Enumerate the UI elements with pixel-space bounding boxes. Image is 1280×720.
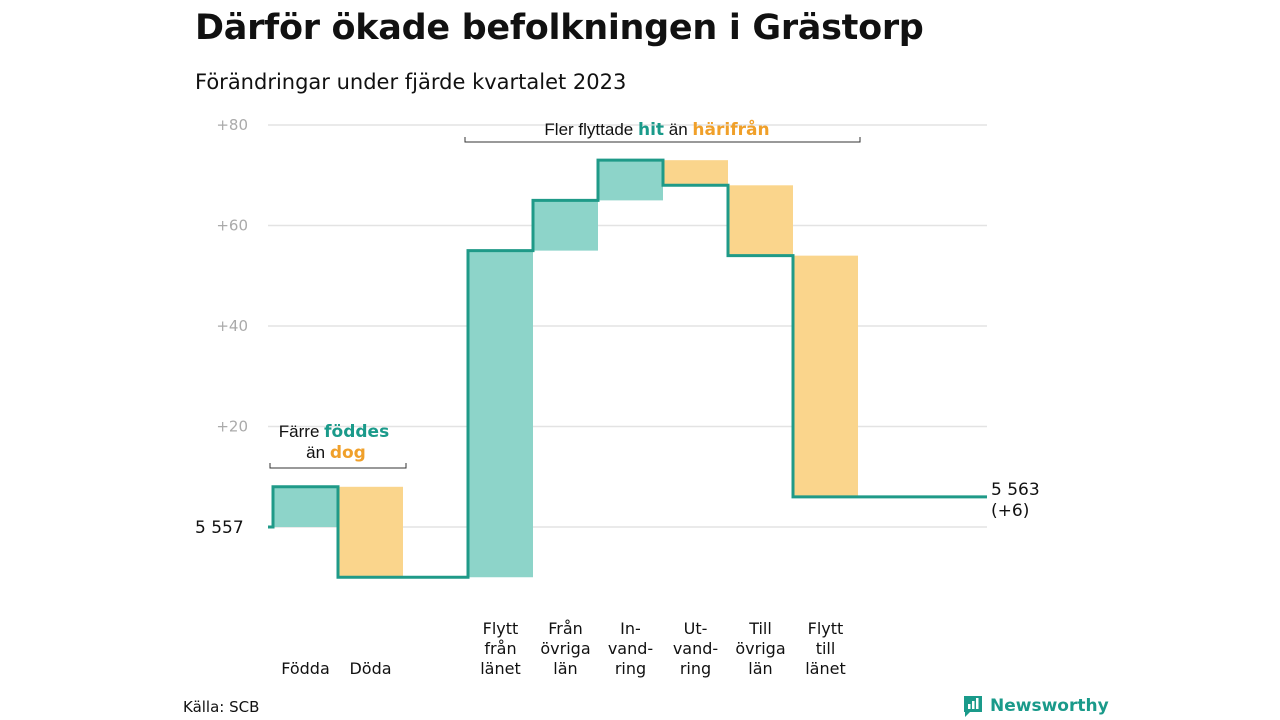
grid-lines: +80 +60 +40 +20 bbox=[216, 116, 987, 528]
running-total-line bbox=[268, 158, 987, 579]
brand-logo: Newsworthy bbox=[962, 694, 1109, 718]
bar-7 bbox=[793, 255, 858, 497]
category-label: län bbox=[748, 659, 772, 678]
bar-0 bbox=[273, 486, 338, 527]
category-label: In- bbox=[620, 619, 641, 638]
brand-name: Newsworthy bbox=[990, 696, 1109, 716]
start-value-label: 5 557 bbox=[195, 518, 244, 538]
category-label: Från bbox=[548, 619, 583, 638]
bar-5 bbox=[663, 160, 728, 186]
category-label: länet bbox=[480, 659, 521, 678]
running-total-line bbox=[268, 158, 987, 579]
bar-3 bbox=[533, 200, 598, 251]
bar-2 bbox=[468, 250, 533, 578]
category-label: Döda bbox=[349, 659, 391, 678]
births-annotation-line2: än dog bbox=[306, 443, 366, 463]
category-label: Flytt bbox=[808, 619, 844, 638]
category-label: vand- bbox=[608, 639, 653, 658]
category-label: ring bbox=[615, 659, 646, 678]
category-label: Flytt bbox=[483, 619, 519, 638]
bars bbox=[273, 160, 858, 578]
category-label: länet bbox=[805, 659, 846, 678]
category-label: vand- bbox=[673, 639, 718, 658]
births-annotation: Färre föddes än dog bbox=[269, 422, 407, 469]
moves-annotation-bracket bbox=[464, 137, 861, 143]
chart-subtitle: Förändringar under fjärde kvartalet 2023 bbox=[195, 70, 627, 94]
end-value-label: (+6) bbox=[991, 501, 1029, 521]
bar-1 bbox=[338, 486, 403, 578]
moves-annotation-text: Fler flyttade hit än härifrån bbox=[544, 118, 769, 140]
category-label: från bbox=[484, 639, 516, 658]
category-label: Födda bbox=[281, 659, 330, 678]
y-tick-label: +20 bbox=[216, 418, 248, 436]
y-tick-label: +80 bbox=[216, 116, 248, 134]
y-tick-label: +40 bbox=[216, 317, 248, 335]
category-label: övriga bbox=[540, 639, 590, 658]
bar-4 bbox=[598, 160, 663, 201]
category-label: till bbox=[816, 639, 836, 658]
category-label: Till bbox=[748, 619, 772, 638]
category-label: län bbox=[553, 659, 577, 678]
newsworthy-logo-icon bbox=[964, 696, 982, 717]
category-label: Ut- bbox=[684, 619, 708, 638]
chart-title: Därför ökade befolkningen i Grästorp bbox=[195, 8, 924, 48]
births-annotation-bracket bbox=[269, 463, 407, 469]
y-tick-label: +60 bbox=[216, 217, 248, 235]
source-note: Källa: SCB bbox=[183, 698, 260, 716]
moves-annotation: Fler flyttade hit än härifrån bbox=[464, 118, 861, 143]
end-value-label: 5 563 bbox=[991, 480, 1040, 500]
births-annotation-line1: Färre föddes bbox=[279, 422, 389, 442]
bar-6 bbox=[728, 185, 793, 256]
labels: Födda DödaFlyttfrånlänetFrånövrigalänIn-v… bbox=[195, 480, 1040, 678]
category-label: övriga bbox=[735, 639, 785, 658]
category-label: ring bbox=[680, 659, 711, 678]
